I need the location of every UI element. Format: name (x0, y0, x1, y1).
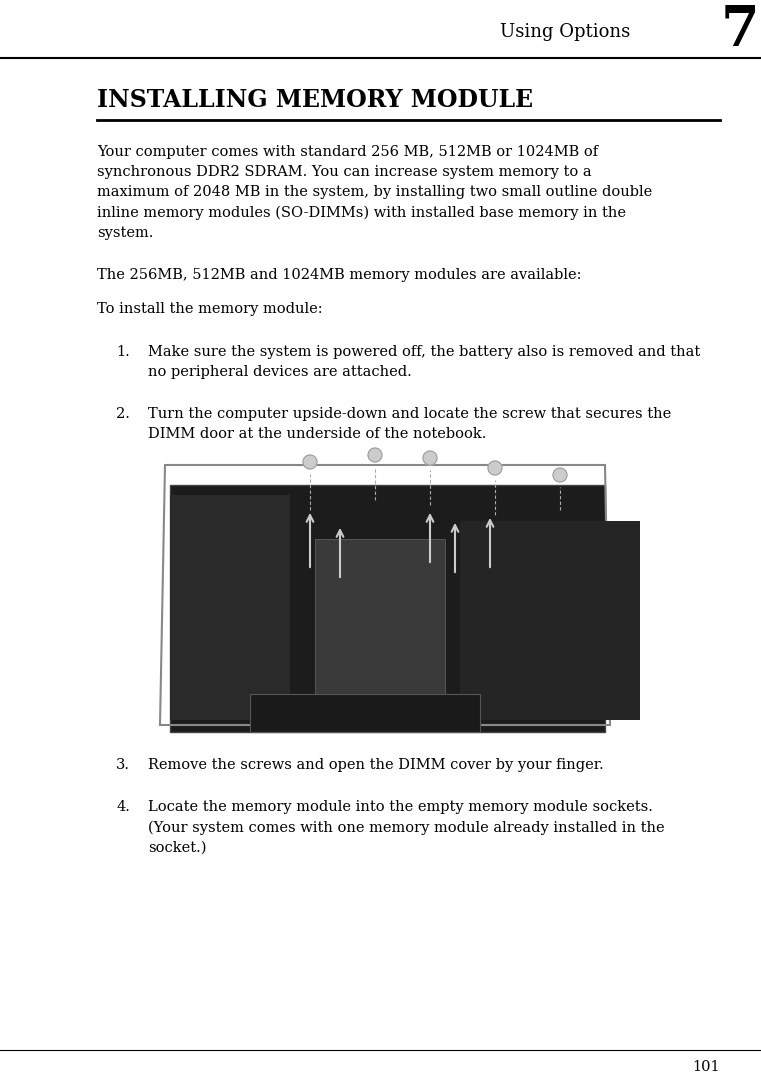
Circle shape (488, 461, 502, 475)
Text: 101: 101 (693, 1059, 720, 1074)
Text: The 256MB, 512MB and 1024MB memory modules are available:: The 256MB, 512MB and 1024MB memory modul… (97, 268, 581, 282)
Circle shape (303, 455, 317, 469)
Bar (315, 539, 445, 710)
Bar (460, 521, 640, 720)
Text: 2.: 2. (116, 407, 130, 421)
Text: Remove the screws and open the DIMM cover by your finger.: Remove the screws and open the DIMM cove… (148, 758, 603, 772)
Text: INSTALLING MEMORY MODULE: INSTALLING MEMORY MODULE (97, 87, 533, 112)
Text: 1.: 1. (116, 345, 130, 359)
Bar (250, 694, 480, 732)
Bar (170, 495, 290, 720)
Circle shape (553, 468, 567, 482)
Text: Your computer comes with standard 256 MB, 512MB or 1024MB of
synchronous DDR2 SD: Your computer comes with standard 256 MB… (97, 145, 652, 240)
Text: 7: 7 (721, 2, 759, 57)
Text: Turn the computer upside-down and locate the screw that secures the
DIMM door at: Turn the computer upside-down and locate… (148, 407, 671, 441)
Circle shape (368, 448, 382, 462)
Text: 3.: 3. (116, 758, 130, 772)
Text: To install the memory module:: To install the memory module: (97, 302, 323, 316)
Text: Make sure the system is powered off, the battery also is removed and that
no per: Make sure the system is powered off, the… (148, 345, 700, 379)
Text: Locate the memory module into the empty memory module sockets.
(Your system come: Locate the memory module into the empty … (148, 800, 664, 854)
Text: 4.: 4. (116, 800, 130, 814)
Text: Using Options: Using Options (500, 23, 630, 41)
Circle shape (423, 451, 437, 465)
Polygon shape (170, 485, 605, 732)
